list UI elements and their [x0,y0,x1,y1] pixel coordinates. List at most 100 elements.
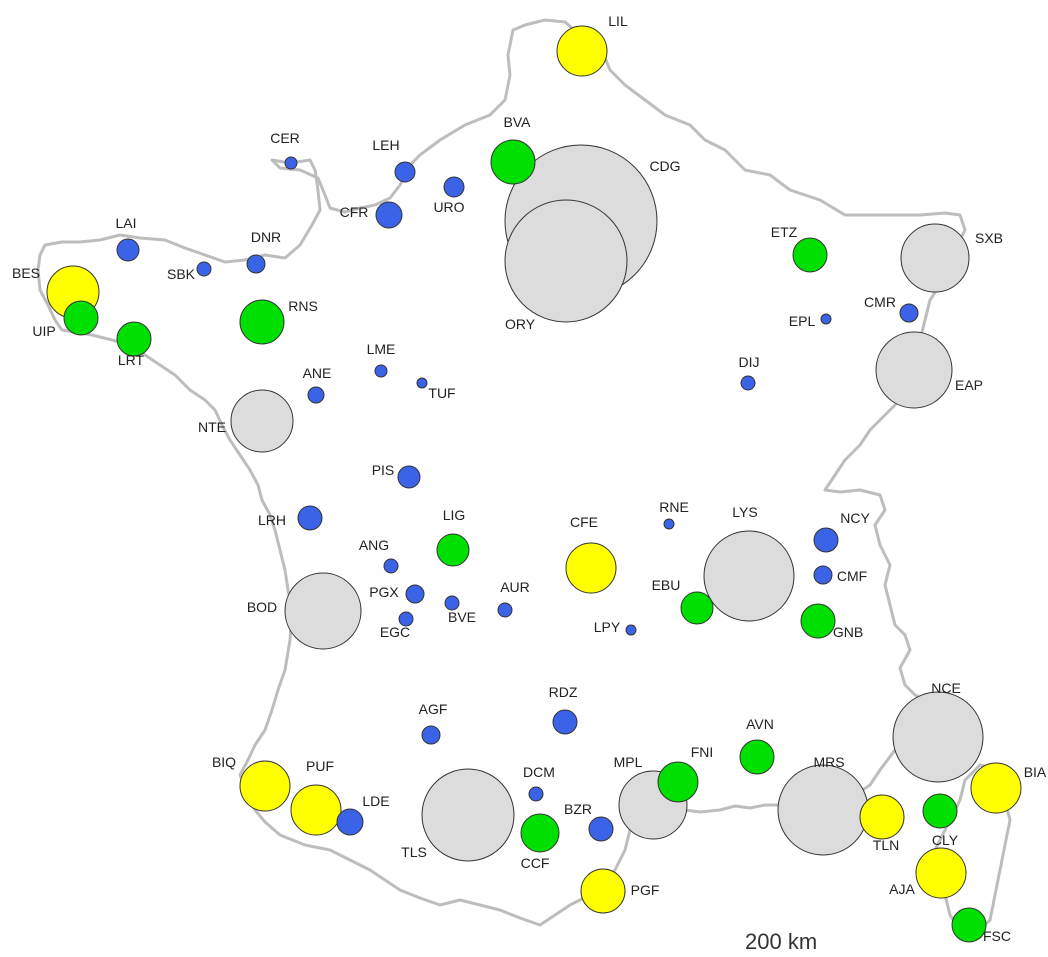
airport-label-lpy: LPY [594,619,621,635]
airport-label-lai: LAI [115,215,136,231]
airport-label-puf: PUF [306,758,334,774]
airport-label-sbk: SBK [167,266,196,282]
airport-bubble-dcm [528,786,544,802]
airport-bubble-dij [740,375,756,391]
airport-label-ncy: NCY [840,510,870,526]
airport-label-rdz: RDZ [549,684,578,700]
airport-label-dij: DIJ [739,354,760,370]
airport-bubble-rns [239,299,285,345]
airport-label-ccf: CCF [521,855,550,871]
airport-bubble-avn [739,739,775,775]
airport-label-dnr: DNR [251,229,281,245]
airport-bubble-puf [290,784,342,836]
airport-bubble-rdz [552,709,578,735]
airport-bubble-cfr [375,201,403,229]
airport-bubble-leh [394,161,416,183]
airport-label-cfr: CFR [340,204,369,220]
airport-label-cly: CLY [932,832,959,848]
airport-label-bod: BOD [247,599,277,615]
airport-label-aja: AJA [889,881,915,897]
airport-bubble-lil [556,25,608,77]
airport-bubble-uro [443,176,465,198]
airport-bubble-ncy [813,527,839,553]
airport-bubble-gnb [800,603,836,639]
airport-label-uip: UIP [32,323,55,339]
airport-label-nce: NCE [931,680,961,696]
airport-bubble-bod [284,572,362,650]
airport-bubble-fsc [951,907,987,943]
airport-bubble-pis [397,465,421,489]
airport-label-lrt: LRT [118,352,145,368]
airport-label-nte: NTE [198,419,226,435]
airport-label-tln: TLN [873,837,899,853]
airport-label-lme: LME [367,341,396,357]
airport-bubble-aja [915,847,967,899]
airport-label-eap: EAP [955,377,983,393]
airport-bubble-ory [504,199,628,323]
airport-bubble-tuf [416,377,428,389]
airport-label-ory: ORY [505,316,536,332]
airport-bubble-ebu [680,591,714,625]
airport-bubble-cer [284,156,298,170]
airport-bubble-bve [444,595,460,611]
airport-bubble-egc [398,611,414,627]
airport-label-uro: URO [433,199,464,215]
airport-label-tls: TLS [401,844,427,860]
airport-label-lrh: LRH [258,512,286,528]
airport-labels: CDG ORY NCE MRS LYS TLS BOD NTE SXB EAP MPL LIL BES C… [12,13,1047,944]
airport-bubble-lpy [625,624,637,636]
airport-label-leh: LEH [372,137,399,153]
airport-label-sxb: SXB [975,230,1003,246]
airport-bubble-cmr [899,303,919,323]
airport-label-avn: AVN [746,716,774,732]
airport-bubble-tls [421,768,515,862]
airport-label-epl: EPL [789,313,816,329]
airport-label-dcm: DCM [523,764,555,780]
airport-bubble-eap [875,331,953,409]
airport-label-cer: CER [270,130,300,146]
airport-bubble-cfe [565,542,617,594]
airport-bubble-lrh [297,505,323,531]
airport-bubble-rne [663,518,675,530]
airport-bubble-agf [421,725,441,745]
airport-label-aur: AUR [500,579,530,595]
airport-label-fsc: FSC [983,928,1011,944]
airport-label-cmf: CMF [837,568,867,584]
airport-bubble-nte [230,389,294,453]
airport-bubble-lrt [116,321,152,357]
airport-bubble-bzr [588,816,614,842]
airport-label-bia: BIA [1024,764,1047,780]
airport-label-fni: FNI [691,744,714,760]
airport-bubble-uip [63,300,99,336]
airport-label-tuf: TUF [428,385,455,401]
airport-bubble-fni [657,761,699,803]
airport-label-bve: BVE [448,609,476,625]
airport-label-gnb: GNB [833,624,863,640]
airport-bubbles [46,25,1022,943]
airport-bubble-ccf [520,813,560,853]
airport-label-cmr: CMR [864,294,896,310]
airport-bubble-epl [820,313,832,325]
airport-label-bes: BES [12,265,40,281]
airport-bubble-dnr [246,254,266,274]
airport-label-lig: LIG [443,507,466,523]
airport-bubble-aur [497,602,513,618]
airport-label-lde: LDE [362,793,389,809]
airport-label-egc: EGC [380,624,410,640]
airport-label-ane: ANE [303,365,332,381]
airport-label-cfe: CFE [570,514,598,530]
airport-bubble-bia [970,762,1022,814]
airport-bubble-nce [892,691,984,783]
airport-label-lys: LYS [732,504,757,520]
airport-label-bzr: BZR [564,801,592,817]
airport-label-lil: LIL [608,13,628,29]
airport-label-biq: BIQ [212,754,236,770]
airport-bubble-tln [859,794,905,840]
airport-label-rns: RNS [288,298,318,314]
airport-bubble-lys [703,530,795,622]
airport-bubble-pgf [580,868,626,914]
airport-label-pgf: PGF [631,882,660,898]
airport-label-agf: AGF [419,701,448,717]
airport-label-ebu: EBU [652,577,681,593]
